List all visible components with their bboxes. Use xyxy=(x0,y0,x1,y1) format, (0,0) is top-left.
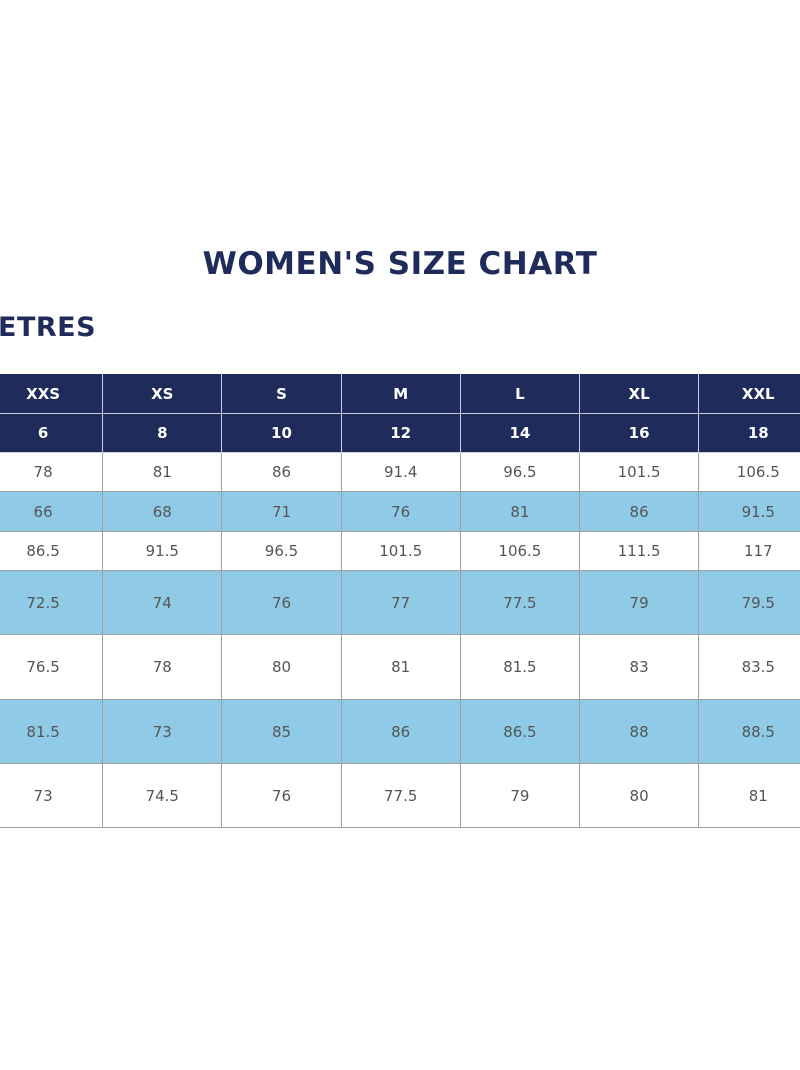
header-cell: XXS xyxy=(0,374,104,414)
table-cell: 96.5 xyxy=(222,532,342,571)
table-cell: 78 xyxy=(103,635,223,700)
table-cell: 81.5 xyxy=(460,635,580,700)
table-cell: 73 xyxy=(103,700,223,764)
table-cell: 76.5 xyxy=(0,635,104,700)
table-cell: 77.5 xyxy=(460,571,580,635)
table-cell: 86.5 xyxy=(460,700,580,764)
header-cell: M xyxy=(341,374,461,414)
section-heading: ETRES xyxy=(0,312,97,343)
table-cell: 85 xyxy=(222,700,342,764)
table-cell: 111.5 xyxy=(580,532,700,571)
table-cell: 81 xyxy=(699,764,800,828)
table-cell: 76 xyxy=(341,492,461,532)
table-cell: 83.5 xyxy=(699,635,800,700)
table-cell: 91.4 xyxy=(341,453,461,492)
table-cell: 80 xyxy=(580,764,700,828)
table-cell: 117 xyxy=(699,532,800,571)
table-cell: 96.5 xyxy=(460,453,580,492)
table-cell: 101.5 xyxy=(341,532,461,571)
table-cell: 77.5 xyxy=(341,764,461,828)
table-cell: 86 xyxy=(580,492,700,532)
header-cell: 14 xyxy=(460,414,580,453)
table-cell: 66 xyxy=(0,492,104,532)
table-cell: 101.5 xyxy=(580,453,700,492)
table-cell: 79 xyxy=(460,764,580,828)
table-cell: 76 xyxy=(222,571,342,635)
header-cell: XXL xyxy=(699,374,800,414)
table-cell: 76 xyxy=(222,764,342,828)
table-cell: 73 xyxy=(0,764,104,828)
table-cell: 79 xyxy=(580,571,700,635)
table-cell: 86 xyxy=(341,700,461,764)
table-cell: 88.5 xyxy=(699,700,800,764)
table-cell: 83 xyxy=(580,635,700,700)
header-cell: XS xyxy=(103,374,223,414)
table-cell: 79.5 xyxy=(699,571,800,635)
table-cell: 81 xyxy=(460,492,580,532)
table-cell: 74 xyxy=(103,571,223,635)
header-cell: 18 xyxy=(699,414,800,453)
header-cell: 16 xyxy=(580,414,700,453)
table-cell: 72.5 xyxy=(0,571,104,635)
table-cell: 86.5 xyxy=(0,532,104,571)
table-cell: 106.5 xyxy=(699,453,800,492)
header-cell: XL xyxy=(580,374,700,414)
header-cell: 8 xyxy=(103,414,223,453)
table-cell: 106.5 xyxy=(460,532,580,571)
header-cell: 10 xyxy=(222,414,342,453)
table-cell: 71 xyxy=(222,492,342,532)
header-cell: 12 xyxy=(341,414,461,453)
table-cell: 68 xyxy=(103,492,223,532)
header-cell: 6 xyxy=(0,414,104,453)
table-cell: 81 xyxy=(341,635,461,700)
table-cell: 81.5 xyxy=(0,700,104,764)
table-cell: 88 xyxy=(580,700,700,764)
table-cell: 86 xyxy=(222,453,342,492)
header-cell: S xyxy=(222,374,342,414)
table-cell: 77 xyxy=(341,571,461,635)
table-cell: 91.5 xyxy=(103,532,223,571)
title: WOMEN'S SIZE CHART xyxy=(202,246,598,282)
table-cell: 78 xyxy=(0,453,104,492)
table-cell: 81 xyxy=(103,453,223,492)
header-cell: L xyxy=(460,374,580,414)
table-cell: 91.5 xyxy=(699,492,800,532)
table-cell: 74.5 xyxy=(103,764,223,828)
table-cell: 80 xyxy=(222,635,342,700)
